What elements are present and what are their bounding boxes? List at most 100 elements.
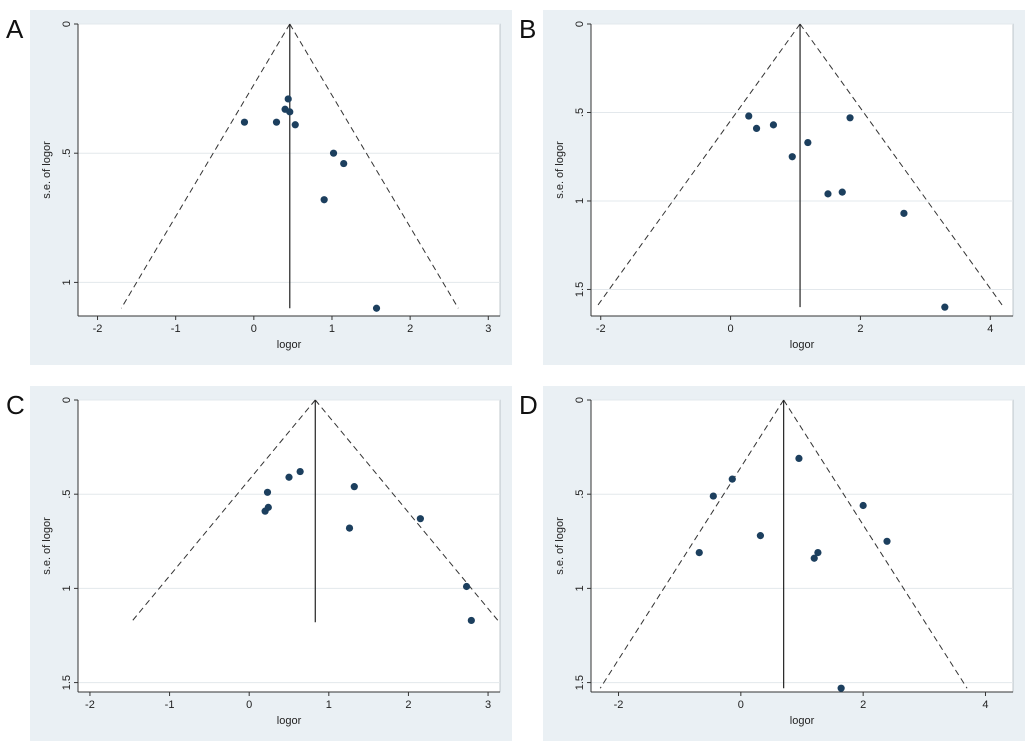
funnel-limit-right — [799, 23, 1005, 308]
study-point — [467, 616, 475, 625]
y-axis-title: s.e. of logor — [41, 517, 53, 575]
funnel-plot-panel-b: B -2 0 2 4 0 .5 1 1.5 logor s.e. of logor — [519, 10, 1025, 365]
funnel-plot-svg: -2 0 2 4 0 .5 1 1.5 logor s.e. of logor — [554, 397, 1014, 727]
study-point — [810, 554, 818, 562]
study-point — [728, 475, 736, 483]
study-point — [900, 209, 908, 217]
plot-area — [77, 23, 501, 317]
study-point — [883, 537, 891, 545]
x-tick-label: -2 — [596, 323, 606, 335]
funnel-limit-left — [596, 23, 801, 308]
x-tick-label: -1 — [165, 699, 175, 711]
funnel-plot-svg: -2 0 2 4 0 .5 1 1.5 logor s.e. of logor — [554, 21, 1014, 351]
study-point — [804, 138, 812, 147]
x-tick-label: -2 — [85, 699, 95, 711]
panel-letter: D — [519, 390, 538, 420]
study-point — [859, 501, 867, 510]
y-axis-title: s.e. of logor — [554, 517, 566, 575]
study-point — [837, 684, 845, 692]
study-point — [941, 303, 949, 311]
study-point — [795, 454, 803, 462]
funnel-plot-svg: -2 -1 0 1 2 3 0 .5 1 1.5 logor s.e. of logor — [41, 397, 501, 727]
y-tick-label: 0 — [61, 397, 73, 403]
y-tick-label: .5 — [61, 149, 73, 158]
x-tick-label: 3 — [485, 699, 491, 711]
funnel-limit-left — [599, 399, 785, 689]
y-tick-label: 1.5 — [574, 675, 586, 690]
y-tick-label: 1 — [61, 585, 73, 591]
x-tick-label: 4 — [982, 699, 988, 711]
study-point — [285, 473, 293, 481]
study-point — [814, 548, 822, 557]
study-point — [272, 118, 281, 126]
panel-letter: A — [6, 14, 24, 44]
x-tick-label: 0 — [246, 699, 252, 711]
study-point — [263, 488, 272, 496]
study-point — [695, 548, 703, 557]
study-point — [296, 467, 304, 476]
y-tick-label: 1 — [574, 585, 586, 591]
funnel-plot-panel-c: C -2 -1 0 1 2 3 0 .5 1 1.5 logor s.e. of logor — [6, 386, 512, 741]
x-tick-label: 2 — [857, 323, 863, 335]
x-tick-label: 2 — [405, 699, 411, 711]
x-axis-title: logor — [790, 715, 815, 727]
funnel-plot-panel-d: D -2 0 2 4 0 .5 1 1.5 logor s.e. of logor — [519, 386, 1025, 741]
plot-area — [77, 399, 501, 693]
study-point — [824, 190, 832, 198]
x-tick-label: 1 — [326, 699, 332, 711]
study-point — [320, 196, 328, 204]
x-tick-label: 1 — [329, 323, 335, 335]
x-axis-title: logor — [790, 339, 815, 351]
x-tick-label: -2 — [93, 323, 103, 335]
x-tick-label: -2 — [614, 699, 624, 711]
y-tick-label: 1 — [574, 198, 586, 204]
funnel-limit-left — [120, 23, 291, 309]
y-tick-label: 1 — [61, 279, 73, 285]
funnel-plot-panel-a: A -2 -1 0 1 2 3 0 .5 1 logor s.e. of logor — [6, 10, 512, 365]
study-point — [264, 503, 272, 511]
study-point — [372, 304, 381, 312]
study-point — [752, 124, 761, 133]
study-point — [709, 492, 717, 500]
x-axis-title: logor — [277, 339, 302, 351]
study-point — [462, 582, 471, 591]
study-point — [350, 483, 358, 491]
y-tick-label: .5 — [574, 108, 586, 117]
study-point — [329, 149, 338, 157]
funnel-limit-left — [130, 399, 316, 623]
x-tick-label: -1 — [171, 323, 181, 335]
study-point — [838, 188, 846, 196]
y-tick-label: .5 — [61, 490, 73, 499]
study-point — [769, 121, 778, 129]
study-point — [286, 108, 294, 116]
study-point — [756, 532, 765, 540]
study-point — [291, 121, 299, 129]
x-tick-label: 0 — [738, 699, 744, 711]
x-tick-label: 2 — [407, 323, 413, 335]
study-point — [788, 153, 796, 161]
study-point — [416, 515, 424, 523]
plot-area — [590, 23, 1014, 317]
x-axis-title: logor — [277, 715, 302, 727]
x-tick-label: 0 — [251, 323, 257, 335]
study-point — [340, 159, 348, 168]
funnel-plot-svg: -2 -1 0 1 2 3 0 .5 1 logor s.e. of logor — [41, 21, 501, 351]
panel-letter: C — [6, 390, 25, 420]
y-tick-label: .5 — [574, 490, 586, 499]
study-point — [240, 118, 249, 126]
panel-letter: B — [519, 14, 537, 44]
study-point — [345, 524, 354, 532]
y-axis-title: s.e. of logor — [554, 141, 566, 199]
y-axis-title: s.e. of logor — [41, 141, 53, 199]
x-tick-label: 2 — [860, 699, 866, 711]
study-point — [745, 112, 753, 120]
study-point — [846, 114, 854, 122]
y-tick-label: 0 — [574, 21, 586, 27]
plot-area — [590, 399, 1014, 693]
y-tick-label: 1.5 — [61, 675, 73, 690]
x-tick-label: 0 — [728, 323, 734, 335]
y-tick-label: 1.5 — [574, 282, 586, 297]
study-point — [284, 95, 292, 103]
y-tick-label: 0 — [574, 397, 586, 403]
x-tick-label: 3 — [485, 323, 491, 335]
